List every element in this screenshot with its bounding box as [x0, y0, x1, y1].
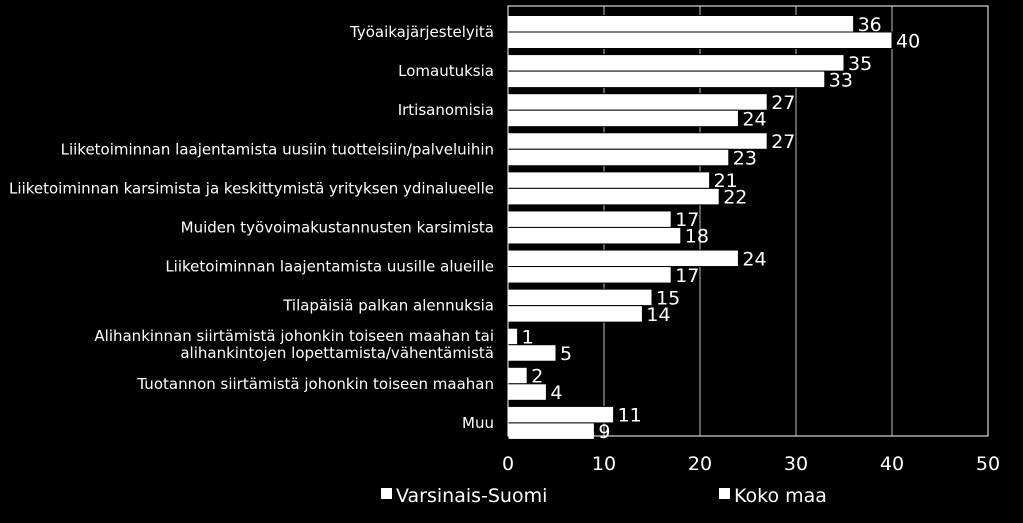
category-label: Lomautuksia: [398, 62, 494, 80]
value-label: 23: [733, 148, 757, 170]
value-label: 18: [685, 226, 709, 248]
x-tick-label: 0: [502, 453, 514, 475]
legend-label: Koko maa: [734, 485, 827, 507]
bar-varsinais-suomi: [507, 327, 519, 346]
bar-varsinais-suomi: [507, 288, 653, 307]
value-label: 24: [742, 108, 766, 130]
value-label: 33: [829, 69, 853, 91]
value-label: 14: [646, 304, 670, 326]
bar-koko-maa: [507, 109, 739, 128]
value-label: 36: [858, 14, 882, 36]
value-label: 4: [550, 382, 562, 404]
legend-label: Varsinais-Suomi: [396, 485, 547, 507]
category-label: Liiketoiminnan laajentamista uusiin tuot…: [61, 140, 494, 158]
x-tick-label: 20: [688, 453, 712, 475]
value-label: 5: [560, 343, 572, 365]
bar-koko-maa: [507, 31, 893, 49]
bar-koko-maa: [507, 148, 730, 167]
bar-varsinais-suomi: [507, 249, 739, 268]
category-label: Liiketoiminnan laajentamista uusille alu…: [165, 258, 494, 276]
value-label: 35: [848, 53, 872, 75]
value-label: 15: [656, 287, 680, 309]
bars: [507, 15, 893, 440]
legend: Varsinais-Suomi Koko maa: [381, 485, 827, 507]
x-tick-label: 50: [976, 453, 1000, 475]
bar-koko-maa: [507, 226, 682, 245]
category-label: Irtisanomisia: [398, 101, 494, 119]
value-label: 17: [675, 265, 699, 287]
value-label: 21: [714, 170, 738, 192]
value-label: 27: [771, 131, 795, 153]
category-label: Tuotannon siirtämistä johonkin toiseen m…: [136, 375, 494, 393]
bar-koko-maa: [507, 266, 672, 284]
bar-varsinais-suomi: [507, 366, 528, 385]
value-label: 2: [531, 366, 543, 388]
value-label: 1: [522, 326, 534, 348]
bar-varsinais-suomi: [507, 93, 768, 111]
bar-varsinais-suomi: [507, 132, 768, 150]
plot-border: [507, 5, 989, 437]
x-tick-label: 30: [784, 453, 808, 475]
bar-varsinais-suomi: [507, 210, 672, 228]
category-labels: Työaikajärjestelyitä Lomautuksia Irtisanom…: [9, 23, 494, 432]
value-label: 24: [742, 248, 766, 270]
category-label: Alihankinnan siirtämistä johonkin toisee…: [94, 327, 494, 362]
legend-swatch: [719, 488, 730, 499]
bar-koko-maa: [507, 70, 826, 89]
bar-varsinais-suomi: [507, 171, 711, 189]
category-label: Liiketoiminnan karsimista ja keskittymis…: [9, 179, 494, 197]
category-label: Muiden työvoimakustannusten karsimista: [181, 218, 494, 236]
x-tick-label: 40: [880, 453, 904, 475]
bar-varsinais-suomi: [507, 54, 845, 72]
bar-koko-maa: [507, 422, 595, 440]
bar-varsinais-suomi: [507, 15, 855, 33]
value-label: 9: [598, 421, 610, 443]
value-label: 11: [618, 405, 642, 427]
x-axis-ticks: 0 10 20 30 40 50: [502, 453, 1000, 475]
value-label: 40: [896, 30, 920, 52]
legend-swatch: [381, 488, 392, 499]
category-label: Tilapäisiä palkan alennuksia: [282, 297, 494, 315]
value-label: 27: [771, 92, 795, 114]
bar-koko-maa: [507, 187, 720, 206]
x-tick-label: 10: [592, 453, 616, 475]
value-label: 17: [675, 209, 699, 231]
category-label: Muu: [462, 414, 494, 432]
value-label: 22: [723, 187, 747, 209]
category-label: Työaikajärjestelyitä: [349, 23, 494, 41]
bar-koko-maa: [507, 305, 643, 323]
